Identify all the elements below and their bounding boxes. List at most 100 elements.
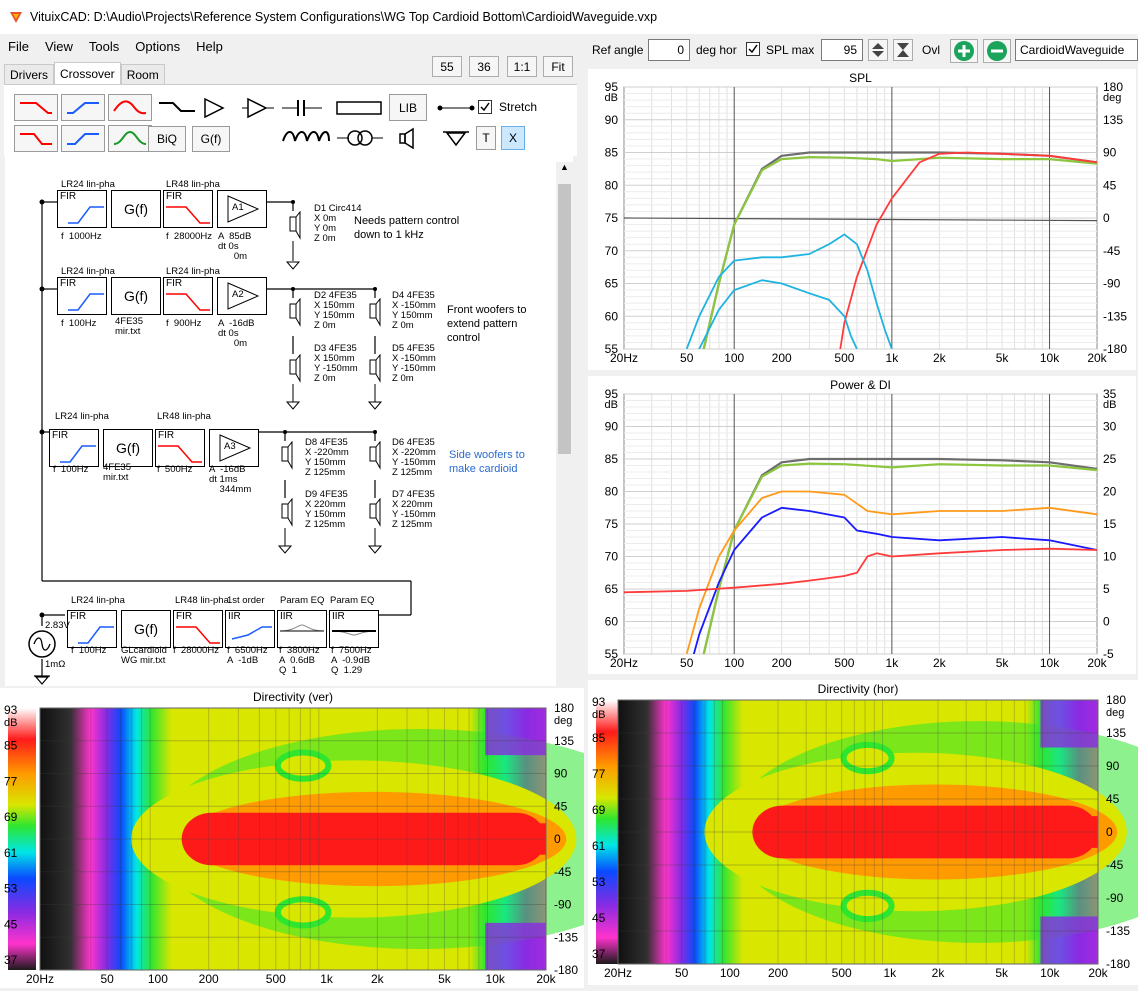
- add-overlay-button[interactable]: [950, 39, 978, 63]
- allpass-tool[interactable]: [108, 125, 152, 152]
- deg-hor-label: deg hor: [696, 43, 737, 57]
- stretch-checkbox[interactable]: [478, 100, 492, 114]
- row2-filter-a-label: LR24 lin-pha: [61, 266, 115, 277]
- x-tick-label: 200: [772, 351, 792, 365]
- tab-crossover[interactable]: Crossover: [54, 62, 121, 84]
- y2-tick-label: -90: [1103, 277, 1121, 291]
- y2-tick-label: 35: [1103, 387, 1117, 401]
- x-tick-label: 10k: [1040, 351, 1060, 365]
- row4-peq1-block[interactable]: IIR: [277, 610, 327, 648]
- spl-max-input[interactable]: 95: [821, 39, 863, 61]
- row4-gf-block[interactable]: G(f): [121, 610, 171, 648]
- row2-lp-block[interactable]: FIR: [163, 277, 213, 315]
- d5-speaker-icon: [369, 354, 381, 383]
- biquad-button[interactable]: BiQ: [148, 126, 186, 152]
- row3-hp-block[interactable]: FIR: [49, 429, 99, 467]
- ground-icon: [443, 130, 469, 146]
- menu-options[interactable]: Options: [135, 39, 181, 54]
- y2-tick-label: 5: [1103, 582, 1110, 596]
- menu-tools[interactable]: Tools: [88, 39, 120, 54]
- hf-corner-bottom: [485, 922, 546, 970]
- lowpass-tool[interactable]: [14, 94, 58, 121]
- row1-hp-block[interactable]: FIR: [57, 190, 107, 228]
- row3-lp-block[interactable]: FIR: [155, 429, 205, 467]
- power-di-chart: Power & DI 95 90 85 80 75 70 65 60 55 35 30 25 20 15 10…: [588, 376, 1136, 674]
- zoom-fit-button[interactable]: Fit: [543, 56, 573, 77]
- menu-file[interactable]: File: [8, 39, 29, 54]
- zoom-55-button[interactable]: 55: [432, 56, 462, 77]
- transformer-tool[interactable]: [334, 124, 386, 151]
- arrow-up-down-icon: [872, 43, 884, 57]
- lowpass-icon: [158, 445, 202, 463]
- lowpass-icon: [20, 132, 52, 145]
- y2-tick-label: 180: [1106, 693, 1126, 707]
- row2-amp-block[interactable]: A2: [217, 277, 267, 315]
- lowpass2-tool[interactable]: [14, 125, 58, 152]
- directivity-hor-svg: Directivity (hor) 93 85 77 69 61 53 45 37 dB 180 13…: [592, 682, 1138, 980]
- capacitor-tool[interactable]: [280, 94, 324, 121]
- overlay-select[interactable]: CardioidWaveguide: [1015, 39, 1138, 61]
- zoom-1to1-button[interactable]: 1:1: [507, 56, 537, 77]
- row3-amp-block[interactable]: A3: [209, 429, 259, 467]
- row2-hp-block[interactable]: FIR: [57, 277, 107, 315]
- schematic-scrollbar[interactable]: ▲: [556, 162, 573, 686]
- scroll-up-icon[interactable]: ▲: [560, 162, 569, 172]
- summing-tool[interactable]: [236, 94, 280, 121]
- remove-overlay-button[interactable]: [983, 39, 1011, 63]
- lib-button[interactable]: LIB: [389, 94, 427, 121]
- row1-f2: f 28000Hz: [166, 231, 212, 242]
- x-tick-label: 500: [832, 966, 852, 980]
- tab-drivers[interactable]: Drivers: [4, 64, 54, 84]
- colorbar-tick: 69: [4, 810, 18, 824]
- row4-f2: f 28000Hz: [173, 645, 219, 656]
- buffer-tool[interactable]: [192, 94, 236, 121]
- amplifier-icon: [204, 97, 225, 118]
- highpass-tool[interactable]: [61, 94, 105, 121]
- inductor-tool[interactable]: [280, 124, 332, 151]
- gf-button[interactable]: G(f): [192, 126, 230, 152]
- row2-gf-block[interactable]: G(f): [111, 277, 161, 315]
- x-tick-label: 5k: [995, 966, 1009, 980]
- schematic-canvas[interactable]: LR24 lin-pha LR48 lin-pha FIR G(f) FIR A…: [5, 156, 573, 686]
- colorbar-tick: 77: [592, 767, 606, 781]
- row1-amp-block[interactable]: A1: [217, 190, 267, 228]
- highpass2-tool[interactable]: [61, 125, 105, 152]
- ref-angle-input[interactable]: 0: [648, 39, 690, 61]
- bandpass-tool[interactable]: [108, 94, 152, 121]
- row4-f5: f 7500Hz A -0.9dB Q 1.29: [331, 645, 372, 676]
- row4-iir-hp-block[interactable]: IIR: [225, 610, 275, 648]
- zoom-36-button[interactable]: 36: [469, 56, 499, 77]
- row4-peq2-block[interactable]: IIR: [329, 610, 379, 648]
- series-line-0: [702, 457, 1097, 654]
- text-tool-button[interactable]: T: [476, 126, 496, 150]
- spl-up-button[interactable]: [868, 39, 888, 61]
- y-tick-label: 90: [605, 420, 619, 434]
- ground-tool[interactable]: [434, 124, 478, 151]
- directivity-hor-chart: Directivity (hor) 93 85 77 69 61 53 45 37 dB 180 13…: [588, 680, 1138, 985]
- series-line-1: [702, 462, 1097, 654]
- colorbar-tick: 77: [4, 774, 18, 788]
- allpass-icon: [113, 130, 147, 145]
- row3-gf-block[interactable]: G(f): [103, 429, 153, 467]
- highpass-icon: [67, 132, 99, 145]
- row4-lp-block[interactable]: FIR: [173, 610, 223, 648]
- row4-hp-block[interactable]: FIR: [67, 610, 117, 648]
- shelf-tool[interactable]: [155, 94, 199, 121]
- wire-tool[interactable]: [434, 94, 478, 121]
- row1-gf-block[interactable]: G(f): [111, 190, 161, 228]
- scroll-thumb[interactable]: [558, 184, 571, 454]
- menu-view[interactable]: View: [44, 39, 73, 54]
- minus-icon: [987, 41, 1007, 61]
- delete-tool-button[interactable]: X: [501, 126, 525, 150]
- capacitor-icon: [282, 99, 322, 116]
- x-tick-label: 1k: [886, 656, 900, 670]
- spl-reset-button[interactable]: [893, 39, 913, 61]
- x-tick-label: 100: [720, 966, 740, 980]
- menu-help[interactable]: Help: [196, 39, 223, 54]
- spl-max-checkbox[interactable]: [746, 42, 760, 56]
- row1-lp-block[interactable]: FIR: [163, 190, 213, 228]
- driver-tool[interactable]: [390, 124, 426, 151]
- resistor-tool[interactable]: [332, 94, 386, 121]
- x-tick-label: 200: [772, 656, 792, 670]
- tab-room[interactable]: Room: [120, 64, 165, 84]
